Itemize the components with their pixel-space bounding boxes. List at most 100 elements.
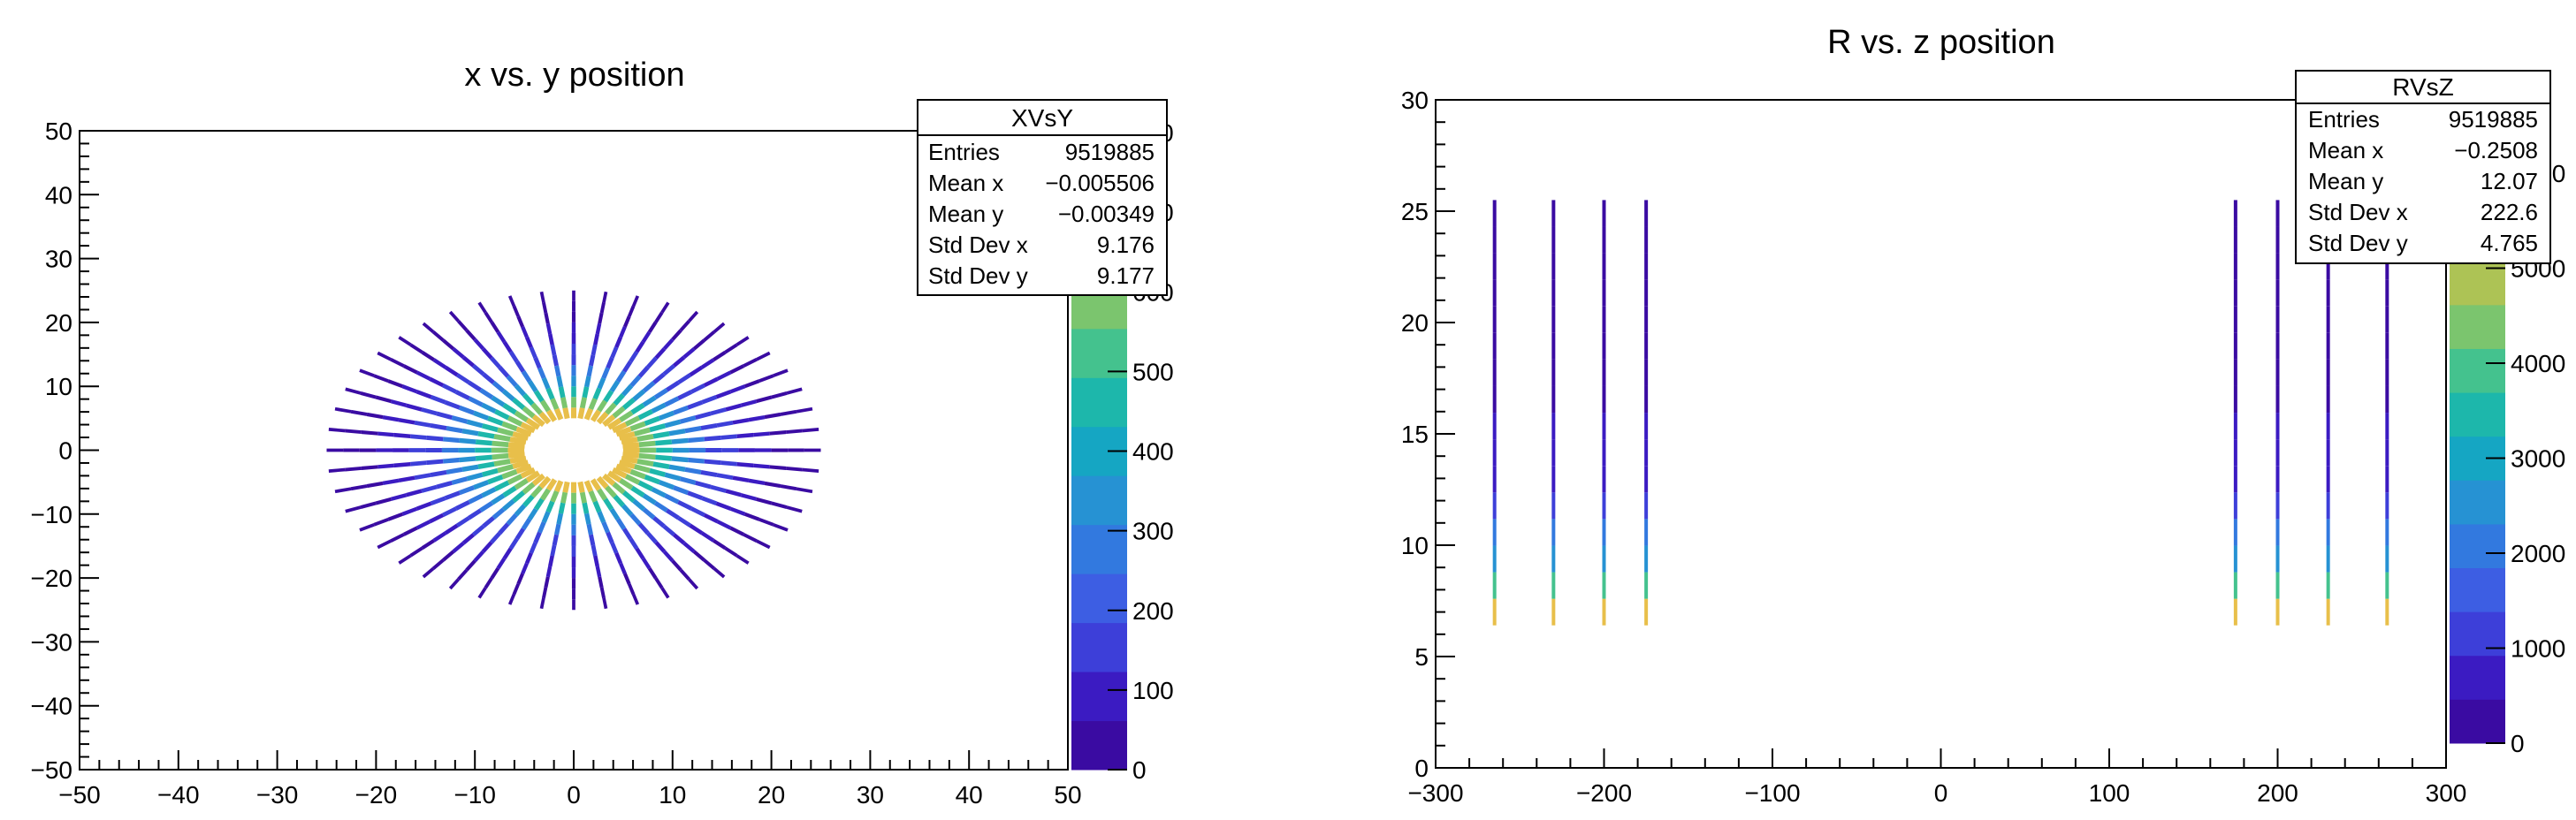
xy-spoke-segment [501,389,515,402]
xy-spoke-segment [537,520,546,534]
xy-spoke-segment [430,395,446,405]
xy-y-tick-label: 10 [45,373,72,400]
xy-x-tick-label: 40 [956,781,983,809]
xy-spoke-segment [360,391,377,399]
xy-spoke-segment [637,522,650,535]
xy-spoke-segment [552,354,559,367]
xy-spoke-segment [596,475,609,490]
xy-spoke-segment [700,470,718,478]
xy-spoke-segment [609,507,621,520]
xy-spoke-segment [421,484,438,493]
xy-spoke-segment [672,533,686,545]
xy-spoke-segment [687,399,704,410]
xy-spoke-segment [756,395,773,404]
xy-spoke-segment [664,396,680,407]
xy-spoke-segment [455,373,470,384]
xy-spoke-segment [724,343,738,354]
xy-spoke-segment [662,550,674,563]
xy-spoke-segment [507,452,525,459]
xy-spoke-segment [398,417,415,425]
xy-x-tick-label: 20 [758,781,785,809]
xy-spoke-segment [703,558,716,570]
xy-spoke-segment [533,497,545,511]
xy-spoke-segment [631,295,640,308]
xy-spoke-segment [457,320,469,332]
xy-spoke-segment [780,409,797,416]
xy-spoke-segment [653,500,668,512]
xy-spoke-segment [468,380,482,392]
xy-spoke-segment [448,578,460,590]
xy-spoke-segment [522,406,536,419]
xy-spoke-segment [430,470,447,478]
xy-spoke-segment [583,480,594,493]
xy-spoke-segment [361,429,378,436]
xy-spoke-segment [436,411,453,421]
xy-spoke-segment [530,485,543,498]
xy-spoke-segment [586,365,593,377]
xy-spoke-segment [736,461,754,468]
rz-stats-label: Std Dev y [2308,230,2408,256]
xy-palette-cell [1071,377,1127,428]
xy-spoke-segment [490,321,500,334]
xy-spoke-segment [451,415,469,424]
xy-x-tick-label: −30 [256,781,299,809]
xy-spoke-segment [402,526,418,536]
xy-spoke-segment [377,539,392,550]
xy-spoke-segment [390,399,408,407]
xy-spoke-segment [507,474,523,485]
xy-spoke-segment [601,367,610,380]
xy-spoke-segment [459,405,475,415]
xy-y-tick-label: −40 [31,693,73,720]
xy-palette-cell [1071,622,1127,672]
xy-spoke-segment [641,557,652,570]
xy-spoke-segment [514,504,527,517]
xy-spoke-segment [506,375,518,388]
xy-spoke-segment [654,541,667,553]
xy-spoke-segment [521,518,532,530]
xy-spoke-segment [481,487,497,498]
xy-spoke-segment [612,421,628,434]
xy-spoke-segment [651,487,667,498]
rz-frame [1435,99,2447,769]
xy-spoke-segment [619,325,627,338]
xy-spoke-segment [599,301,606,314]
xy-spoke-segment [472,364,485,376]
xy-spoke-segment [457,568,469,581]
xy-spoke-segment [509,455,527,464]
xy-spoke-segment [583,376,591,388]
xy-spoke-segment [638,440,656,448]
xy-spoke-segment [529,542,537,554]
xy-palette-tick-label: 100 [1132,677,1174,704]
xy-y-tick-label: −20 [31,565,73,592]
xy-spoke-segment [613,494,625,507]
xy-spoke-segment [484,311,493,323]
xy-spoke-segment [735,336,750,346]
xy-spoke-segment [704,459,721,466]
xy-spoke-segment [629,375,642,388]
xy-spoke-segment [494,480,510,492]
xy-spoke-segment [454,499,470,511]
xy-spoke-segment [360,501,377,509]
rz-x-tick-label: −300 [1407,779,1463,807]
xy-spoke-segment [334,406,352,414]
xy-palette-tick-label: 400 [1132,438,1174,466]
xy-spoke-segment [421,407,438,416]
xy-spoke-segment [539,597,545,610]
xy-spoke-segment [598,312,604,324]
xy-spoke-segment [415,390,432,399]
xy-spoke-segment [359,523,375,532]
xy-spoke-segment [477,431,495,439]
xy-spoke-segment [621,360,633,373]
xy-spoke-segment [506,512,518,526]
xy-spoke-segment [539,488,551,501]
xy-spoke-segment [606,417,622,430]
xy-spoke-segment [387,379,404,389]
xy-spoke-segment [550,544,557,557]
xy-spoke-segment [514,360,526,373]
rz-y-tick-label: 0 [1414,755,1429,782]
rz-stats-value: 222.6 [2481,199,2538,225]
xy-spoke-segment [613,393,625,406]
xy-spoke-segment [560,491,568,504]
xy-spoke-segment [590,409,602,422]
xy-spoke-segment [556,376,564,388]
